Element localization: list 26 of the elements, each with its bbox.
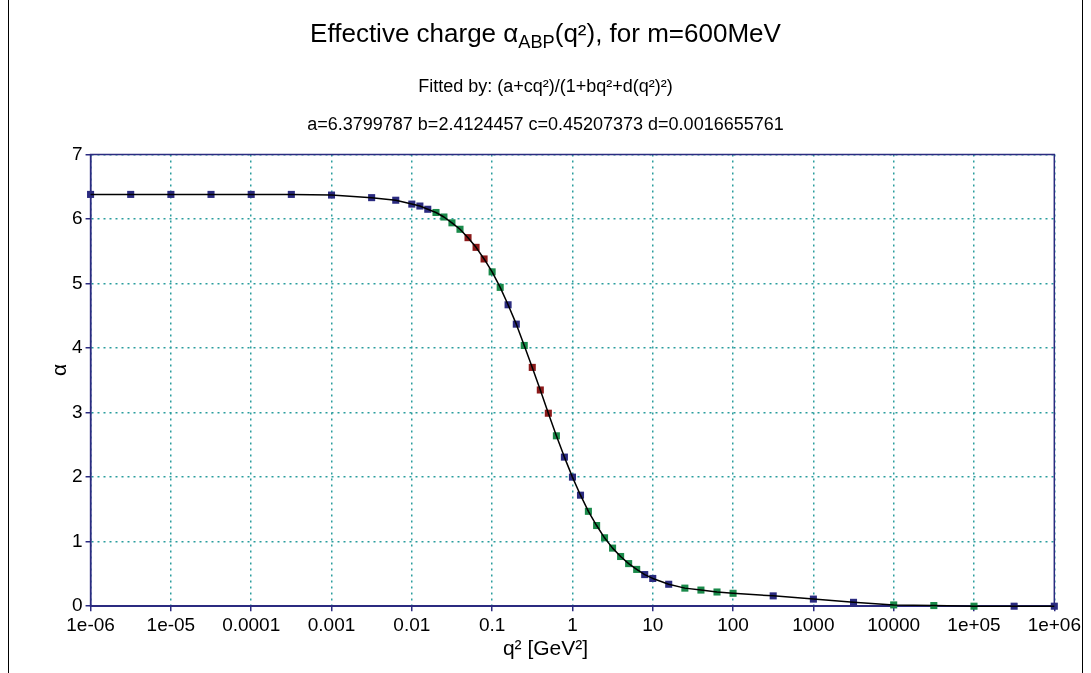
y-tick-label: 5 xyxy=(71,271,83,293)
text: a=6.3799787 b=2.4124457 c=0.45207373 d=0.0016655761 xyxy=(306,114,785,135)
y-tick-label: 3 xyxy=(71,400,83,422)
y-tick-label: 6 xyxy=(71,207,83,229)
x-axis-title: q² [GeV²] xyxy=(501,636,590,660)
y-tick-label: 1 xyxy=(71,529,83,551)
x-tick-label: 1e+06 xyxy=(1027,613,1082,635)
x-tick-label: 1e+05 xyxy=(947,613,1001,635)
y-axis-title: α xyxy=(47,363,72,377)
y-tick-label: 2 xyxy=(71,465,83,487)
x-tick-label: 100 xyxy=(717,613,749,635)
chart-subtitle: Fitted by: (a+cq²)/(1+bq²+d(q²)²) xyxy=(417,76,674,97)
x-tick-label: 10 xyxy=(642,613,664,635)
x-tick-label: 0.0001 xyxy=(222,613,281,635)
x-tick-label: 0.1 xyxy=(478,613,506,635)
y-tick-label: 4 xyxy=(71,336,83,358)
x-tick-label: 1e-06 xyxy=(66,613,115,635)
x-tick-label: 1000 xyxy=(792,613,835,635)
x-tick-label: 1e-05 xyxy=(146,613,196,635)
y-tick-label: 0 xyxy=(71,594,83,616)
x-tick-label: 0.001 xyxy=(307,613,356,635)
x-tick-label: 0.01 xyxy=(393,613,431,635)
chart-title: Effective charge α$_{ABP}$(q²), for m=600MeV xyxy=(309,18,782,54)
y-tick-label: 7 xyxy=(71,142,83,164)
x-tick-label: 10000 xyxy=(867,613,921,635)
x-tick-label: 1 xyxy=(567,613,578,635)
